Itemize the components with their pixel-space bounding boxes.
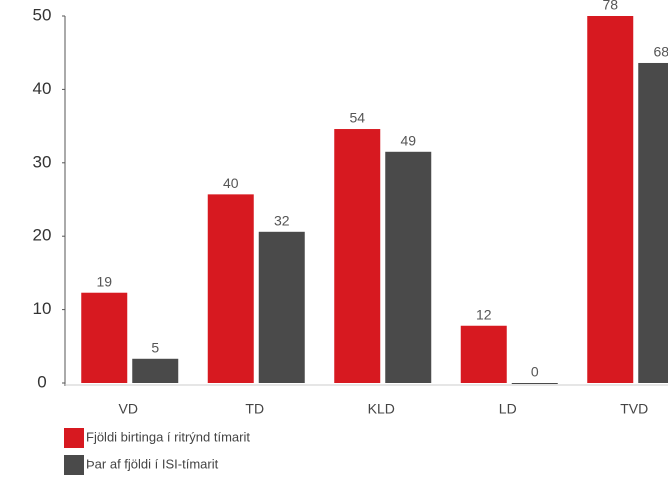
y-tick-label: 30	[33, 152, 52, 171]
x-tick-label: VD	[119, 401, 138, 417]
bar	[460, 325, 507, 383]
bar-label: 12	[476, 306, 492, 322]
bar-label: 32	[274, 212, 290, 228]
y-tick-label: 10	[33, 299, 52, 318]
y-tick-label: 0	[37, 372, 46, 391]
x-tick-label: TD	[245, 401, 264, 417]
bar	[385, 151, 432, 383]
x-tick-label: KLD	[368, 401, 395, 417]
y-tick-label: 20	[33, 226, 52, 245]
bar-label: 0	[531, 364, 539, 380]
bar	[207, 194, 254, 383]
bar-label: 40	[223, 175, 239, 191]
legend-swatch	[64, 455, 84, 475]
bar-label: 54	[349, 110, 365, 126]
x-tick-label: TVD	[620, 401, 648, 417]
bar-label: 19	[96, 273, 112, 289]
bar	[334, 129, 381, 383]
legend-label: Þar af fjöldi í ISI-tímarit	[86, 456, 219, 471]
y-tick-label: 40	[33, 79, 52, 98]
bar	[81, 292, 128, 383]
bar	[511, 383, 558, 384]
y-tick-label: 50	[33, 5, 52, 24]
bar	[258, 231, 305, 383]
legend-swatch	[64, 428, 84, 448]
bar-label: 78	[602, 0, 618, 13]
bar-label: 68	[653, 44, 668, 60]
bar-label: 5	[151, 339, 159, 355]
x-tick-label: LD	[499, 401, 517, 417]
legend-label: Fjöldi birtinga í ritrýnd tímarit	[86, 429, 250, 444]
bar	[132, 358, 179, 383]
bar	[587, 16, 634, 383]
bar-label: 49	[400, 132, 416, 148]
bar	[638, 62, 668, 383]
